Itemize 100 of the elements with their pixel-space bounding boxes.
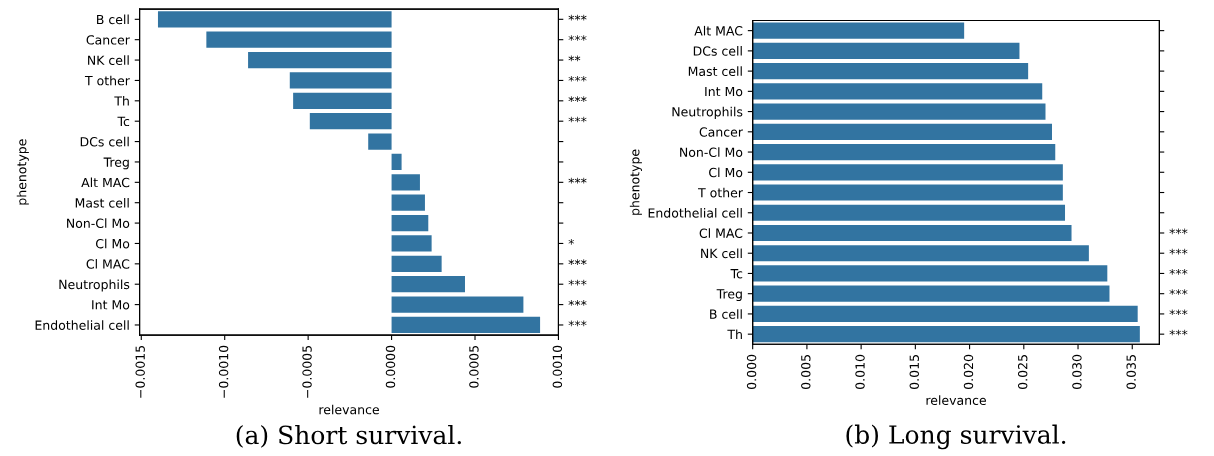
y2-tick-label: *** [568,14,587,21]
x-tick-label: 0.035 [1126,355,1136,389]
bar [752,285,1110,302]
y2-tick-label: * [568,238,575,245]
y2-tick-label: *** [1169,289,1188,295]
bar [206,31,392,48]
bar [391,296,524,313]
bar [752,123,1052,140]
bar [391,316,541,334]
x-tick-label: 0.020 [963,354,974,389]
y2-tick-label: *** [568,177,587,184]
y-tick-label: Mast cell [75,197,129,208]
y-tick-label: Mast cell [688,66,742,77]
bar [391,214,429,232]
y2-tick-label: *** [1169,329,1188,336]
y2-tick-label: *** [568,320,587,327]
x-axis-title: relevance [926,395,986,406]
text: (a) Short survival. [236,424,461,448]
bar [391,194,425,211]
y-tick-label: Th [727,329,742,339]
bar [293,92,392,109]
y-tick-label: B cell [710,309,742,319]
y2-tick-label: *** [568,279,587,286]
y-tick-label: Int Mo [705,86,743,97]
y2-tick-label: *** [1169,309,1188,316]
y-tick-label: Th [114,96,129,106]
bar [752,83,1043,100]
bar [752,143,1056,161]
y-tick-label: Cancer [699,127,743,137]
x-tick-label: 0.025 [1017,355,1028,389]
y-tick-label: Non-Cl Mo [680,147,743,157]
bar [752,326,1140,343]
y-tick-label: Cl MAC [699,228,743,238]
y-tick-label: Int Mo [92,300,130,310]
y2-tick-label: *** [1169,228,1188,235]
x-tick-label: 0.005 [801,355,811,389]
y2-tick-label: *** [568,259,587,266]
y-tick-label: DCs cell [693,46,742,56]
bar [391,276,465,293]
x-axis-title: relevance [319,404,379,415]
y-axis-title: phenotype [16,139,29,205]
y-tick-label: Tc [117,116,130,127]
y-tick-label: T other [698,187,743,198]
y-tick-label: Alt MAC [81,177,130,188]
bar [157,11,392,28]
y-tick-label: DCs cell [80,136,129,147]
bar [752,204,1066,221]
y-tick-label: NK cell [88,55,129,65]
y-tick-label: Cl MAC [86,259,130,269]
y-tick-label: Treg [716,289,742,302]
x-tick-label: 0.015 [909,355,919,389]
y-tick-label: T other [84,75,130,86]
x-tick-label: −0.0010 [218,345,229,398]
y2-tick-label: ** [568,55,581,62]
y2-tick-label: *** [568,96,587,102]
y-tick-label: Endothelial cell [35,320,129,330]
bar [752,265,1108,282]
bar [752,224,1072,242]
y-tick-label: Non-Cl Mo [67,218,130,229]
bar [752,63,1029,80]
y-tick-label: B cell [97,14,129,25]
x-tick-label: 0.030 [1072,354,1082,389]
bar [289,72,392,89]
y-axis-title: phenotype [629,149,642,215]
y-tick-label: Cl Mo [709,167,743,178]
bar [752,103,1046,120]
bar [248,51,392,69]
y-tick-label: Cl Mo [95,238,130,249]
y2-tick-label: *** [568,300,587,306]
bar [391,235,432,252]
y-tick-label: Treg [103,157,129,170]
x-tick-label: 0.0005 [469,345,479,388]
y-tick-label: Alt MAC [694,25,743,36]
y2-tick-label: *** [568,75,587,82]
bar [752,184,1063,201]
y-tick-label: Neutrophils [59,279,130,292]
x-tick-label: −0.0015 [135,345,145,398]
y-tick-label: Cancer [86,35,130,45]
bar [752,22,965,39]
y-tick-label: Endothelial cell [648,208,742,218]
y2-tick-label: *** [568,116,587,123]
text: (b) Long survival. [846,424,1066,450]
y-tick-label: Neutrophils [672,106,743,119]
bar [752,305,1138,323]
x-tick-label: −0.0005 [302,345,312,398]
y-tick-label: Tc [730,269,743,279]
y-tick-label: NK cell [701,248,742,259]
bar [391,255,442,272]
y2-tick-label: *** [1169,268,1188,275]
bar [368,133,392,150]
x-tick-label: 0.010 [855,354,865,389]
bar [752,245,1089,262]
bar [391,174,420,191]
y2-tick-label: *** [568,35,587,41]
x-tick-label: 0.0000 [385,345,396,388]
bar [752,164,1063,181]
bar [309,113,392,130]
bar [391,153,402,171]
bar [752,42,1020,59]
x-tick-label: 0.000 [746,354,757,389]
